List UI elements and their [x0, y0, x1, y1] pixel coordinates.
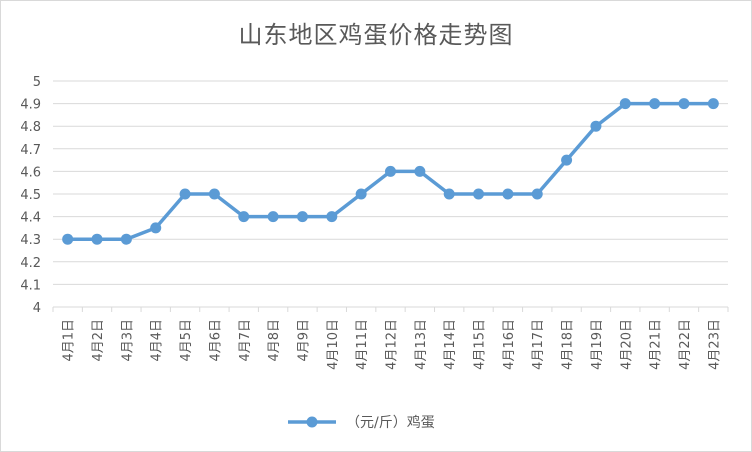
data-point [707, 98, 719, 110]
y-tick-label: 4.7 [20, 143, 41, 158]
legend-marker [306, 416, 318, 428]
data-point [678, 98, 690, 110]
data-point [531, 188, 543, 200]
data-point [238, 211, 250, 223]
data-point [91, 233, 103, 245]
x-tick-label: 4月16日 [502, 319, 517, 370]
data-point [120, 233, 132, 245]
data-point [649, 98, 661, 110]
x-tick-label: 4月22日 [678, 319, 693, 370]
x-tick-label: 4月10日 [326, 319, 341, 370]
x-tick-label: 4月14日 [443, 319, 458, 370]
x-tick-label: 4月5日 [179, 319, 194, 362]
data-point [619, 98, 631, 110]
data-point [62, 233, 74, 245]
data-point [473, 188, 485, 200]
chart-title: 山东地区鸡蛋价格走势图 [238, 21, 514, 49]
data-point [590, 120, 602, 132]
x-tick-label: 4月8日 [267, 319, 282, 362]
y-tick-label: 4.5 [20, 188, 41, 203]
data-point [326, 211, 338, 223]
data-point [443, 188, 455, 200]
x-tick-label: 4月7日 [238, 319, 253, 362]
y-tick-label: 4.3 [20, 233, 41, 248]
legend-label: （元/斤）鸡蛋 [346, 414, 435, 431]
x-tick-label: 4月1日 [62, 319, 77, 362]
x-tick-label: 4月3日 [120, 319, 135, 362]
x-tick-label: 4月20日 [619, 319, 634, 370]
data-point [385, 165, 396, 177]
x-tick-label: 4月9日 [296, 319, 311, 362]
x-tick-label: 4月12日 [385, 319, 400, 370]
data-point [296, 211, 308, 223]
x-tick-label: 4月23日 [707, 319, 722, 370]
data-point [502, 188, 514, 200]
x-tick-label: 4月15日 [473, 319, 488, 370]
x-tick-label: 4月6日 [208, 319, 223, 362]
x-tick-label: 4月18日 [561, 319, 576, 370]
y-tick-label: 4.1 [20, 278, 41, 293]
y-tick-label: 5 [33, 75, 41, 90]
data-point [267, 211, 279, 223]
data-point [355, 188, 367, 200]
y-tick-label: 4.2 [20, 256, 41, 271]
y-tick-label: 4.8 [20, 120, 41, 135]
x-tick-label: 4月17日 [531, 319, 546, 370]
x-tick-label: 4月13日 [414, 319, 429, 370]
y-tick-label: 4 [33, 301, 41, 316]
x-tick-label: 4月19日 [590, 319, 605, 370]
x-tick-label: 4月2日 [91, 319, 106, 362]
y-tick-label: 4.6 [20, 165, 41, 180]
data-point [150, 222, 162, 234]
y-tick-label: 4.9 [20, 98, 41, 113]
data-point [414, 165, 426, 177]
data-point [561, 154, 573, 166]
y-tick-label: 4.4 [20, 211, 41, 226]
x-tick-label: 4月21日 [649, 319, 664, 370]
data-point [179, 188, 191, 200]
x-tick-label: 4月11日 [355, 319, 370, 370]
data-point [208, 188, 220, 200]
x-tick-label: 4月4日 [150, 319, 165, 362]
